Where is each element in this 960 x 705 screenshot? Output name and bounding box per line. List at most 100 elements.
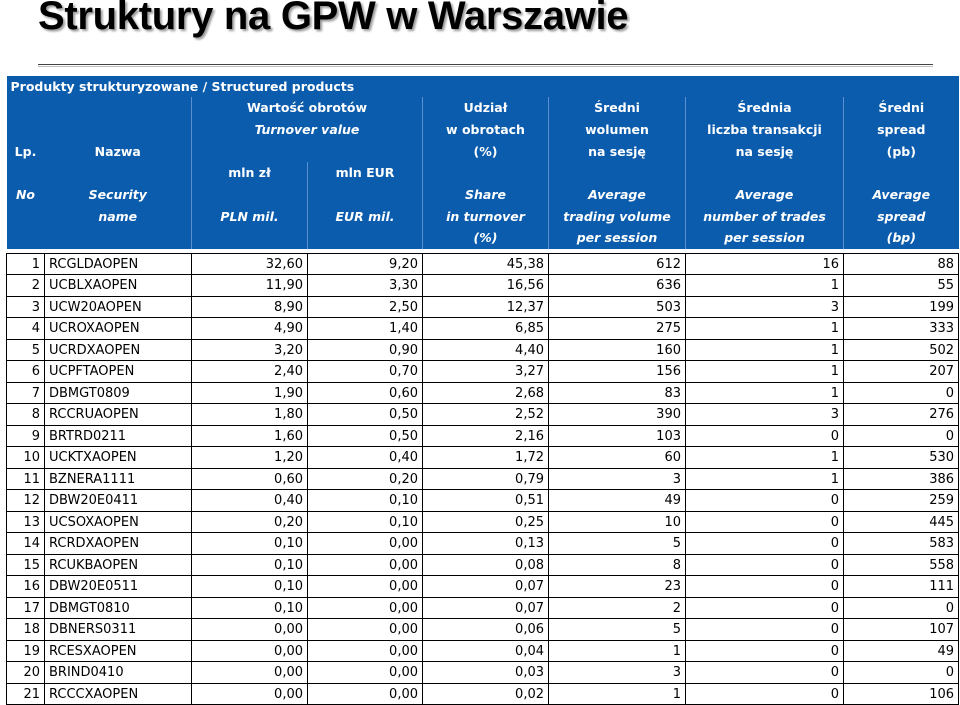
table-row: 5 UCRDXAOPEN 3,20 0,90 4,40 160 1 502 (6, 338, 960, 362)
share-in-turnover-cell: 0,13 (422, 532, 549, 555)
table-row: 13 UCSOXAOPEN 0,20 0,10 0,25 10 0 445 (6, 510, 960, 534)
turnover-eur-cell: 0,00 (307, 553, 423, 577)
header-avg-volume-pl-3: na sesję (548, 140, 686, 163)
avg-spread-cell: 0 (842, 661, 960, 684)
security-name-cell: UCROXAOPEN (44, 317, 192, 340)
turnover-eur-cell: 0,00 (307, 618, 423, 641)
share-in-turnover-cell: 12,37 (422, 295, 549, 319)
table-row: 3 UCW20AOPEN 8,90 2,50 12,37 503 3 199 (6, 295, 960, 319)
turnover-eur-cell: 0,70 (307, 360, 423, 383)
turnover-eur-cell: 0,00 (307, 639, 423, 663)
header-lp: Lp. (6, 140, 45, 163)
avg-trades-cell: 0 (685, 575, 844, 598)
table-row: 7 DBMGT0809 1,90 0,60 2,68 83 1 0 (6, 381, 960, 405)
turnover-pln-cell: 1,20 (191, 446, 308, 469)
turnover-pln-cell: 0,00 (191, 618, 308, 641)
header-share-unit-en: (%) (422, 227, 549, 249)
avg-spread-cell: 502 (842, 338, 960, 362)
header-avg-spread-en: Average (842, 183, 959, 206)
security-name-cell: BZNERA1111 (44, 467, 192, 491)
share-in-turnover-cell: 3,27 (422, 360, 549, 383)
security-name-cell: RCRDXAOPEN (44, 532, 192, 555)
turnover-pln-cell: 0,10 (191, 575, 308, 598)
header-avg-trades-en: Average (685, 183, 844, 206)
turnover-eur-cell: 9,20 (307, 252, 423, 276)
avg-trades-cell: 0 (685, 510, 844, 534)
header-share-en: Share (422, 183, 549, 206)
row-number-cell: 17 (6, 596, 45, 620)
avg-spread-cell: 199 (842, 295, 960, 319)
avg-volume-cell: 275 (548, 317, 686, 340)
avg-volume-cell: 156 (548, 360, 686, 383)
header-trading-volume: trading volume (548, 205, 686, 228)
turnover-pln-cell: 2,40 (191, 360, 308, 383)
security-name-cell: UCRDXAOPEN (44, 338, 192, 362)
row-number-cell: 14 (6, 532, 45, 555)
avg-volume-cell: 8 (548, 553, 686, 577)
turnover-pln-cell: 0,20 (191, 510, 308, 534)
share-in-turnover-cell: 0,25 (422, 510, 549, 534)
turnover-pln-cell: 32,60 (191, 252, 308, 276)
avg-volume-cell: 103 (548, 424, 686, 448)
security-name-cell: DBMGT0810 (44, 596, 192, 620)
header-share-unit-pl: (%) (422, 140, 549, 163)
header-eur-mil: EUR mil. (307, 205, 423, 228)
turnover-pln-cell: 0,00 (191, 661, 308, 684)
avg-trades-cell: 0 (685, 553, 844, 577)
avg-trades-cell: 1 (685, 338, 844, 362)
security-name-cell: UCKTXAOPEN (44, 446, 192, 469)
avg-spread-cell: 207 (842, 360, 960, 383)
turnover-eur-cell: 0,20 (307, 467, 423, 491)
table-row: 15 RCUKBAOPEN 0,10 0,00 0,08 8 0 558 (6, 553, 960, 577)
avg-spread-cell: 530 (842, 446, 960, 469)
turnover-eur-cell: 0,10 (307, 510, 423, 534)
turnover-eur-cell: 0,00 (307, 532, 423, 555)
security-name-cell: RCUKBAOPEN (44, 553, 192, 577)
share-in-turnover-cell: 0,79 (422, 467, 549, 491)
share-in-turnover-cell: 16,56 (422, 274, 549, 297)
avg-trades-cell: 1 (685, 360, 844, 383)
share-in-turnover-cell: 0,07 (422, 596, 549, 620)
table-row: 1 RCGLDAOPEN 32,60 9,20 45,38 612 16 88 (6, 252, 960, 276)
turnover-pln-cell: 4,90 (191, 317, 308, 340)
table-row: 2 UCBLXAOPEN 11,90 3,30 16,56 636 1 55 (6, 274, 960, 297)
avg-trades-cell: 0 (685, 596, 844, 620)
avg-spread-cell: 88 (842, 252, 960, 276)
share-in-turnover-cell: 0,02 (422, 682, 549, 705)
avg-trades-cell: 1 (685, 317, 844, 340)
row-number-cell: 4 (6, 317, 45, 340)
share-in-turnover-cell: 2,16 (422, 424, 549, 448)
row-number-cell: 12 (6, 489, 45, 512)
table-row: 20 BRIND0410 0,00 0,00 0,03 3 0 0 (6, 661, 960, 684)
row-number-cell: 15 (6, 553, 45, 577)
avg-trades-cell: 0 (685, 489, 844, 512)
header-per-session-trades: per session (685, 227, 844, 249)
avg-spread-cell: 333 (842, 317, 960, 340)
header-turnover-value-en: Turnover value (191, 118, 423, 141)
share-in-turnover-cell: 2,68 (422, 381, 549, 405)
avg-spread-cell: 386 (842, 467, 960, 491)
share-in-turnover-cell: 0,08 (422, 553, 549, 577)
header-per-session-volume: per session (548, 227, 686, 249)
turnover-eur-cell: 0,50 (307, 403, 423, 426)
row-number-cell: 3 (6, 295, 45, 319)
header-avg-spread-pl-2: spread (842, 118, 959, 141)
turnover-pln-cell: 11,90 (191, 274, 308, 297)
row-number-cell: 5 (6, 338, 45, 362)
page-title: Struktury na GPW w Warszawie (38, 0, 629, 38)
header-spread-en: spread (842, 205, 959, 228)
header-eur-unit: mln EUR (307, 162, 423, 184)
header-share-pl: Udział (422, 97, 549, 119)
security-name-cell: UCPFTAOPEN (44, 360, 192, 383)
title-divider (38, 64, 933, 65)
share-in-turnover-cell: 0,51 (422, 489, 549, 512)
share-in-turnover-cell: 6,85 (422, 317, 549, 340)
table-row: 14 RCRDXAOPEN 0,10 0,00 0,13 5 0 583 (6, 532, 960, 555)
avg-volume-cell: 636 (548, 274, 686, 297)
turnover-eur-cell: 0,40 (307, 446, 423, 469)
title-divider-shadow (38, 66, 933, 67)
security-name-cell: DBW20E0511 (44, 575, 192, 598)
avg-volume-cell: 1 (548, 682, 686, 705)
header-in-turnover: in turnover (422, 205, 549, 228)
header-avg-trades-pl-2: liczba transakcji (685, 118, 844, 141)
